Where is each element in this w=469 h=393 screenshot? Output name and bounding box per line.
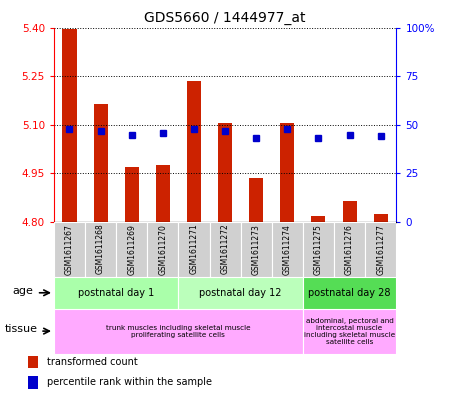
Bar <box>280 123 295 222</box>
Bar <box>94 104 107 222</box>
Bar <box>303 277 396 309</box>
Bar <box>311 215 325 222</box>
Bar <box>28 376 38 389</box>
Bar <box>210 222 241 277</box>
Bar <box>85 222 116 277</box>
Text: tissue: tissue <box>5 324 38 334</box>
Bar <box>343 201 356 222</box>
Bar <box>54 309 303 354</box>
Bar <box>303 222 334 277</box>
Text: postnatal day 1: postnatal day 1 <box>78 288 154 298</box>
Bar <box>303 309 396 354</box>
Bar <box>156 165 170 222</box>
Text: GSM1611275: GSM1611275 <box>314 224 323 275</box>
Text: GSM1611267: GSM1611267 <box>65 224 74 275</box>
Text: GSM1611273: GSM1611273 <box>252 224 261 275</box>
Bar <box>147 222 178 277</box>
Bar <box>54 277 178 309</box>
Text: postnatal day 12: postnatal day 12 <box>199 288 282 298</box>
Bar <box>116 222 147 277</box>
Text: GSM1611272: GSM1611272 <box>220 224 230 274</box>
Text: GSM1611270: GSM1611270 <box>159 224 167 275</box>
Bar <box>125 167 139 222</box>
Bar <box>178 222 210 277</box>
Text: GSM1611277: GSM1611277 <box>376 224 385 275</box>
Text: GSM1611268: GSM1611268 <box>96 224 105 274</box>
Bar <box>241 222 272 277</box>
Bar <box>218 123 232 222</box>
Text: age: age <box>12 286 33 296</box>
Text: transformed count: transformed count <box>46 357 137 367</box>
Text: GSM1611274: GSM1611274 <box>283 224 292 275</box>
Bar <box>374 214 388 222</box>
Text: postnatal day 28: postnatal day 28 <box>309 288 391 298</box>
Bar <box>272 222 303 277</box>
Text: trunk muscles including skeletal muscle
proliferating satellite cells: trunk muscles including skeletal muscle … <box>106 325 251 338</box>
Bar <box>62 29 76 222</box>
Text: abdominal, pectoral and
intercostal muscle
including skeletal muscle
satellite c: abdominal, pectoral and intercostal musc… <box>304 318 395 345</box>
Bar <box>178 277 303 309</box>
Text: percentile rank within the sample: percentile rank within the sample <box>46 377 212 387</box>
Bar <box>249 178 263 222</box>
Bar <box>334 222 365 277</box>
Bar <box>28 356 38 368</box>
Bar <box>365 222 396 277</box>
Title: GDS5660 / 1444977_at: GDS5660 / 1444977_at <box>144 11 306 25</box>
Text: GSM1611271: GSM1611271 <box>189 224 198 274</box>
Text: GSM1611269: GSM1611269 <box>127 224 136 275</box>
Bar <box>54 222 85 277</box>
Text: GSM1611276: GSM1611276 <box>345 224 354 275</box>
Bar <box>187 81 201 222</box>
